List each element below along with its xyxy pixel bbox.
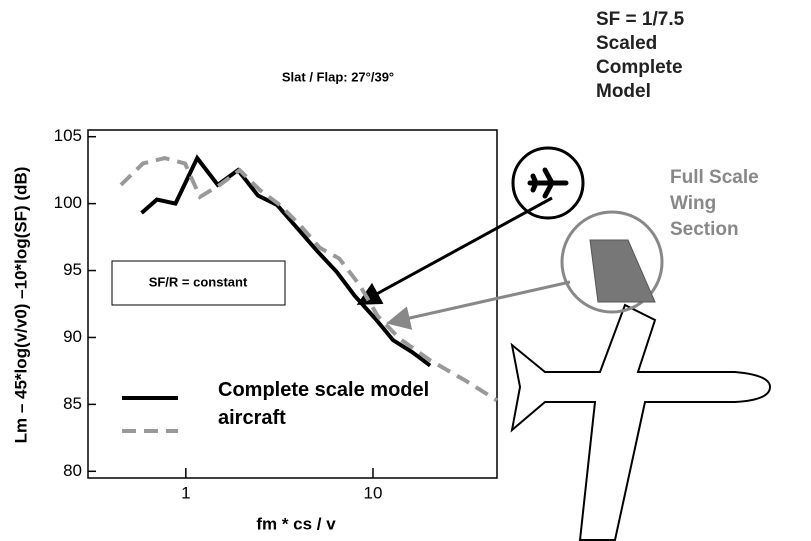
x-axis-label: fm * cs / v: [256, 514, 336, 533]
x-tick-label: 1: [181, 483, 190, 502]
plane-icon: [527, 167, 569, 199]
annotation-line: SF = 1/7.5: [596, 9, 685, 30]
wing-arrow: [386, 280, 571, 330]
model-label: SF = 1/7.5 Scaled Complete Model: [596, 8, 684, 104]
y-tick-label: 95: [63, 260, 82, 279]
y-tick-label: 85: [63, 394, 82, 413]
note-text: SF/R = constant: [149, 274, 248, 289]
y-tick-label: 100: [54, 193, 82, 212]
series-line: [119, 156, 499, 403]
annotation-line: Complete: [596, 57, 683, 78]
plot-frame: [87, 129, 498, 479]
y-tick-label: 80: [63, 461, 82, 480]
y-tick-label: 105: [54, 126, 82, 145]
annotation-line: Full Scale: [670, 167, 759, 188]
annotation-line: Model: [596, 81, 651, 102]
model-arrow: [356, 196, 553, 305]
airplane-outline: [510, 303, 772, 541]
x-tick-label: 10: [364, 483, 383, 502]
series-line: [140, 154, 432, 368]
wing-section: [589, 239, 656, 303]
chart-title: Slat / Flap: 27°/39°: [282, 69, 394, 84]
note-box: [111, 260, 286, 306]
legend-label: Complete scale model aircraft: [218, 379, 430, 429]
wing-circle: [560, 210, 664, 314]
wing-label: Full Scale Wing Section: [670, 165, 759, 243]
y-tick-label: 90: [63, 327, 82, 346]
annotation-line: Scaled: [596, 33, 658, 54]
annotation-line: Wing: [670, 193, 717, 214]
annotation-line: Section: [670, 219, 739, 240]
y-axis-label: Lm – 45*log(v/v0) –10*log(SF) (dB): [11, 167, 30, 444]
